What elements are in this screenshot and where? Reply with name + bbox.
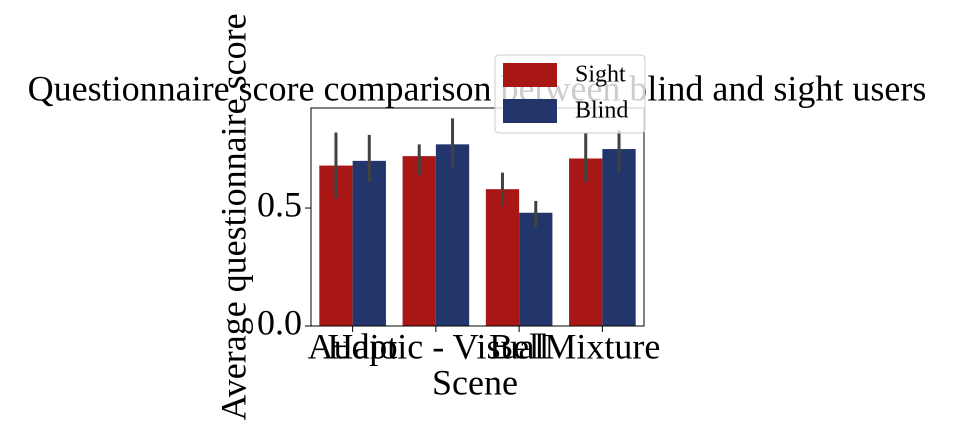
bar [569, 158, 603, 326]
x-tick-label: Mixture [544, 326, 660, 366]
bar [402, 156, 436, 326]
x-axis-label: Scene [432, 362, 518, 402]
bar [352, 160, 386, 326]
bar [435, 144, 470, 326]
legend-swatch [503, 99, 557, 123]
legend-label: Blind [575, 98, 628, 124]
y-tick-label: 0.0 [257, 302, 302, 342]
x-tick-label: Bell [489, 326, 549, 366]
x-tick-label: Haptic - Visual [327, 326, 544, 366]
legend-swatch [503, 63, 557, 87]
bar [602, 149, 636, 326]
legend-label: Sight [575, 62, 626, 88]
plot-frame [310, 107, 645, 327]
x-tick-label: Audio [308, 326, 398, 366]
y-tick-label: 0.5 [257, 184, 302, 224]
chart-title: Questionnaire score comparison between b… [28, 68, 927, 108]
bar [519, 212, 553, 326]
bar [485, 189, 520, 326]
y-axis-label: Average questionnaire score [213, 13, 253, 420]
